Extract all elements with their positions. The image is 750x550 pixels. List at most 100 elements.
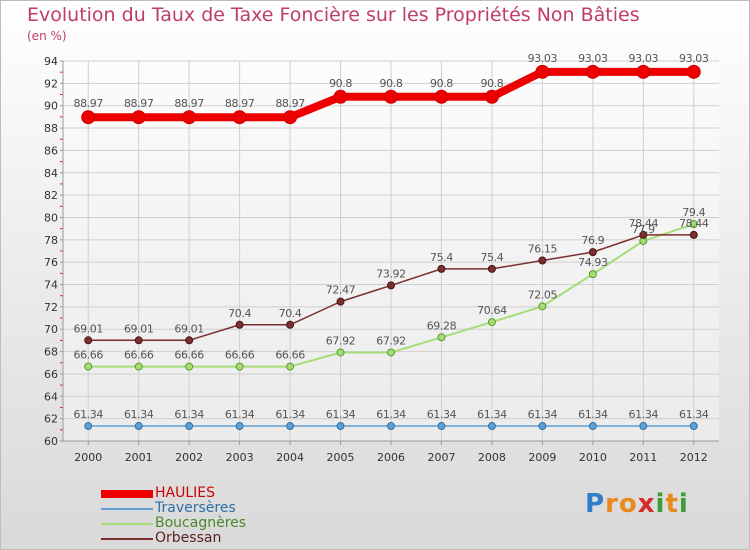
data-label-haulies: 90.8 xyxy=(329,77,352,90)
data-label-traverseres: 61.34 xyxy=(679,408,709,421)
data-label-haulies: 90.8 xyxy=(380,77,403,90)
data-label-boucagneres: 67.92 xyxy=(376,334,406,347)
y-tick-label: 94 xyxy=(44,55,58,68)
data-label-traverseres: 61.34 xyxy=(427,408,457,421)
data-point-traverseres xyxy=(235,422,244,431)
data-point-orbessan xyxy=(134,336,143,345)
y-tick-label: 60 xyxy=(44,435,58,448)
data-point-haulies xyxy=(232,110,247,125)
data-label-orbessan: 78.44 xyxy=(629,217,659,230)
x-tick-label: 2007 xyxy=(427,451,455,464)
data-point-traverseres xyxy=(639,422,648,431)
legend-label: Orbessan xyxy=(155,530,222,546)
x-tick-label: 2010 xyxy=(579,451,607,464)
data-label-haulies: 93.03 xyxy=(679,52,709,65)
data-point-traverseres xyxy=(588,422,597,431)
data-labels: 88.97 88.97 88.97 88.97 88.97 90.8 90.8 90.8 90.… xyxy=(73,52,709,421)
series-lines xyxy=(81,64,701,431)
data-point-haulies xyxy=(182,110,197,125)
x-tick-label: 2005 xyxy=(327,451,355,464)
data-label-traverseres: 61.34 xyxy=(124,408,154,421)
data-label-haulies: 90.8 xyxy=(480,77,503,90)
gridlines xyxy=(63,60,719,442)
y-tick-label: 64 xyxy=(44,390,58,403)
chart-subtitle: (en %) xyxy=(27,29,67,43)
data-label-orbessan: 73.92 xyxy=(376,267,406,280)
y-tick-label: 92 xyxy=(44,77,58,90)
logo-letter: P xyxy=(585,489,606,519)
data-point-boucagneres xyxy=(336,348,345,357)
y-tick-label: 74 xyxy=(44,279,58,292)
logo-letter: x xyxy=(637,489,656,519)
data-point-orbessan xyxy=(487,264,496,273)
proxiti-logo: Proxiti xyxy=(585,489,689,519)
data-label-haulies: 88.97 xyxy=(225,97,255,110)
data-point-orbessan xyxy=(336,297,345,306)
logo-letter: o xyxy=(618,489,638,519)
logo-letter: r xyxy=(605,489,619,519)
data-label-haulies: 90.8 xyxy=(430,77,453,90)
y-tick-label: 86 xyxy=(44,144,58,157)
y-tick-label: 78 xyxy=(44,234,58,247)
data-label-traverseres: 61.34 xyxy=(528,408,558,421)
legend-swatch xyxy=(101,508,153,510)
data-label-boucagneres: 67.92 xyxy=(326,334,356,347)
data-label-traverseres: 61.34 xyxy=(174,408,204,421)
data-label-haulies: 88.97 xyxy=(73,97,103,110)
axes: 60 62 64 66 68 70 72 74 76 78 80 82 84 86 88 90 92 94 2000… xyxy=(44,55,719,464)
data-label-orbessan: 69.01 xyxy=(73,322,103,335)
data-point-haulies xyxy=(434,89,449,104)
data-label-orbessan: 76.9 xyxy=(581,234,604,247)
data-label-haulies: 88.97 xyxy=(174,97,204,110)
data-point-orbessan xyxy=(286,320,295,329)
data-label-traverseres: 61.34 xyxy=(225,408,255,421)
y-tick-label: 66 xyxy=(44,368,58,381)
data-label-boucagneres: 66.66 xyxy=(124,349,154,362)
legend-swatch xyxy=(101,523,153,525)
data-label-traverseres: 61.34 xyxy=(275,408,305,421)
data-point-boucagneres xyxy=(235,362,244,371)
x-tick-label: 2004 xyxy=(276,451,304,464)
data-point-orbessan xyxy=(538,256,547,265)
data-label-boucagneres: 66.66 xyxy=(275,349,305,362)
y-tick-label: 80 xyxy=(44,211,58,224)
data-point-traverseres xyxy=(437,422,446,431)
data-point-orbessan xyxy=(588,248,597,257)
data-point-haulies xyxy=(686,64,701,79)
data-label-haulies: 93.03 xyxy=(629,52,659,65)
data-label-haulies: 93.03 xyxy=(528,52,558,65)
x-tick-label: 2003 xyxy=(226,451,254,464)
data-label-boucagneres: 77.9 xyxy=(632,223,655,236)
data-point-haulies xyxy=(484,89,499,104)
data-point-traverseres xyxy=(286,422,295,431)
data-label-orbessan: 76.15 xyxy=(528,243,558,256)
data-label-haulies: 88.97 xyxy=(124,97,154,110)
y-tick-label: 84 xyxy=(44,167,58,180)
data-label-boucagneres: 66.66 xyxy=(73,349,103,362)
legend-swatch xyxy=(101,490,153,498)
logo-letter: i xyxy=(655,489,666,519)
x-tick-label: 2009 xyxy=(528,451,556,464)
data-point-orbessan xyxy=(185,336,194,345)
data-label-boucagneres: 66.66 xyxy=(174,349,204,362)
data-label-boucagneres: 70.64 xyxy=(477,304,507,317)
data-point-traverseres xyxy=(538,422,547,431)
y-tick-label: 70 xyxy=(44,323,58,336)
data-point-orbessan xyxy=(235,320,244,329)
x-tick-label: 2011 xyxy=(629,451,657,464)
data-label-orbessan: 75.4 xyxy=(430,251,453,264)
x-tick-label: 2000 xyxy=(74,451,102,464)
data-point-traverseres xyxy=(689,422,698,431)
data-point-haulies xyxy=(333,89,348,104)
legend-label: Traversères xyxy=(155,500,236,516)
data-label-orbessan: 72.47 xyxy=(326,284,356,297)
data-label-boucagneres: 74.93 xyxy=(578,256,608,269)
x-tick-label: 2008 xyxy=(478,451,506,464)
y-tick-label: 76 xyxy=(44,256,58,269)
data-label-orbessan: 78.44 xyxy=(679,217,709,230)
legend-label: HAULIES xyxy=(155,485,216,501)
logo-letter: t xyxy=(665,489,679,519)
data-point-orbessan xyxy=(387,281,395,290)
data-point-traverseres xyxy=(134,422,143,431)
